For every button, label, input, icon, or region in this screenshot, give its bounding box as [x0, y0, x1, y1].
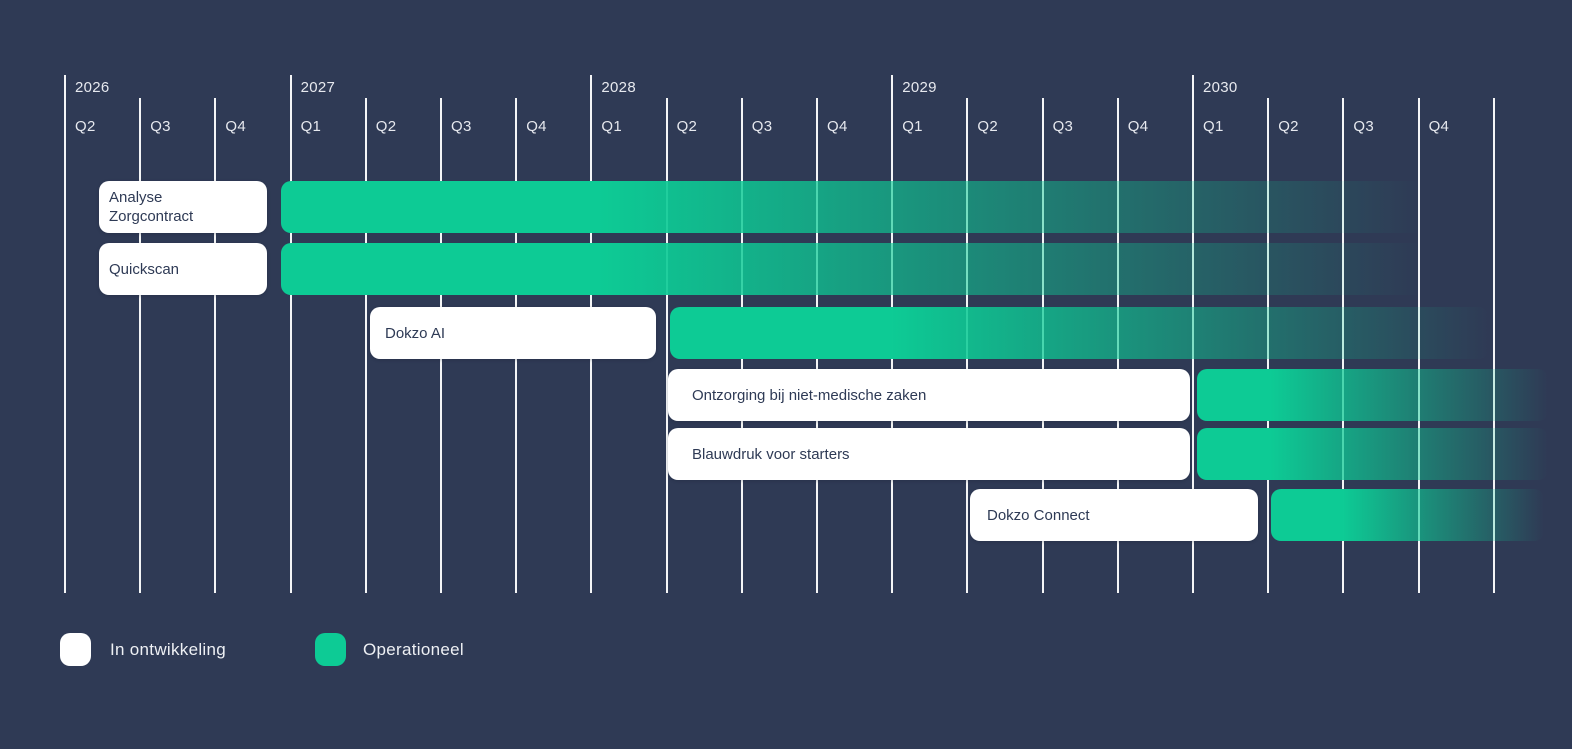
- quarter-label: Q2: [75, 118, 96, 135]
- task-bar: [1197, 428, 1548, 480]
- quarter-gridline: [139, 98, 142, 593]
- quarter-label: Q4: [1428, 118, 1450, 135]
- task-label-text: Dokzo AI: [385, 324, 446, 342]
- year-label: 2027: [300, 79, 336, 96]
- quarter-label: Q3: [451, 118, 472, 135]
- quarter-label: Q3: [1052, 118, 1074, 135]
- quarter-label: Q2: [977, 118, 999, 135]
- quarter-gridline: [1492, 98, 1495, 593]
- task-bar: [1197, 369, 1548, 421]
- task-label-text: Ontzorging bij niet-medische zaken: [692, 386, 927, 404]
- task-label-text: Zorgcontract: [109, 208, 194, 225]
- task-label: Dokzo Connect: [970, 489, 1258, 541]
- year-label: 2030: [1203, 79, 1238, 96]
- year-label: 2026: [75, 79, 110, 96]
- quarter-gridline: [214, 98, 217, 593]
- quarter-label: Q1: [601, 118, 623, 135]
- year-label: 2028: [601, 79, 636, 96]
- year-gridline: [64, 75, 66, 593]
- quarter-label: Q4: [1127, 118, 1149, 135]
- task-bar: [1270, 489, 1544, 541]
- task-bar: [670, 307, 1490, 359]
- quarter-label: Q2: [375, 118, 397, 135]
- task-label-text: Blauwdruk voor starters: [692, 445, 850, 463]
- quarter-label: Q2: [676, 118, 698, 135]
- quarter-label: Q1: [300, 118, 322, 135]
- quarter-label: Q2: [1278, 118, 1299, 135]
- task-label-text: Analyse: [109, 189, 163, 206]
- quarter-label: Q3: [751, 118, 773, 135]
- year-label: 2029: [902, 79, 937, 96]
- legend-swatch-operationeel: [315, 633, 346, 666]
- task-label-text: Dokzo Connect: [987, 506, 1090, 524]
- task-label: Dokzo AI: [370, 307, 656, 359]
- task-label-text: Quickscan: [109, 260, 180, 278]
- legend-label-in-ontwikkeling: In ontwikkeling: [110, 640, 227, 659]
- quarter-label: Q4: [827, 118, 848, 135]
- quarter-label: Q4: [526, 118, 547, 135]
- quarter-label: Q4: [225, 118, 247, 135]
- year-gridline: [289, 75, 292, 593]
- task-label: Blauwdruk voor starters: [668, 428, 1190, 480]
- quarter-gridline: [665, 98, 668, 593]
- task-label: Quickscan: [99, 243, 267, 295]
- quarter-label: Q1: [902, 118, 923, 135]
- legend-swatch-in-ontwikkeling: [60, 633, 91, 666]
- quarter-gridline: [364, 98, 367, 593]
- quarter-label: Q3: [1353, 118, 1375, 135]
- legend-label-operationeel: Operationeel: [363, 640, 464, 659]
- quarter-label: Q1: [1203, 118, 1224, 135]
- task-label: Ontzorging bij niet-medische zaken: [668, 369, 1190, 421]
- task-bar: [280, 243, 1490, 295]
- task-label: Analyse Zorgcontract: [99, 181, 267, 233]
- quarter-label: Q3: [150, 118, 171, 135]
- task-bar: [280, 181, 1490, 233]
